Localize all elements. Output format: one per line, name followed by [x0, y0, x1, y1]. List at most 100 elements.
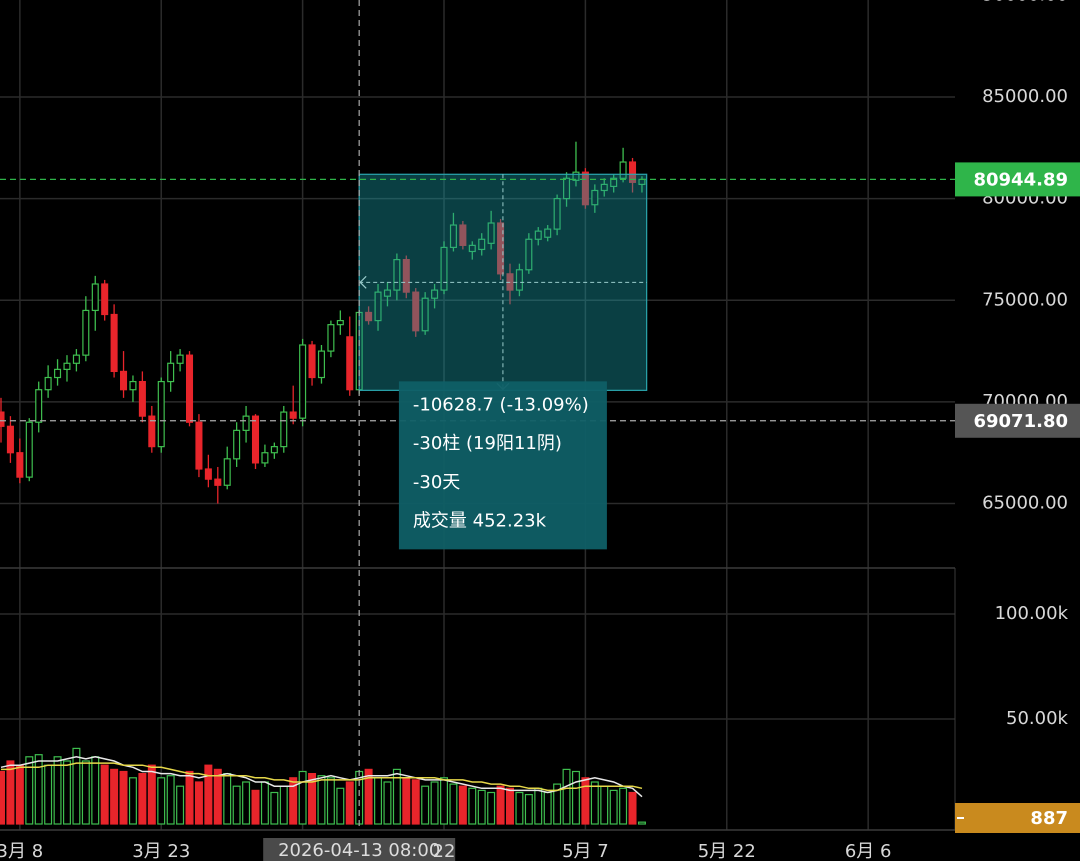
volume-bar [487, 791, 496, 825]
price-badge-label: 69071.80 [973, 411, 1068, 432]
volume-bar [232, 785, 241, 825]
candle-body [468, 244, 476, 253]
volume-bar [298, 770, 307, 825]
volume-bar [62, 760, 71, 825]
volume-tick-label: 100.00k [995, 603, 1069, 624]
volume-ma-line [0, 756, 643, 798]
candle-body [242, 415, 250, 431]
volume-bar [468, 787, 477, 825]
y-tick-label: 65000.00 [982, 493, 1068, 514]
volume-bar [119, 770, 128, 825]
candle-body [63, 362, 71, 370]
volume-bar [72, 747, 81, 825]
x-tick-label: 22 [433, 841, 456, 861]
volume-tick-label: 50.00k [1006, 708, 1069, 729]
price-badge-label: 80944.89 [973, 169, 1068, 190]
candle-body [129, 380, 137, 391]
volume-bar [110, 768, 119, 825]
volume-bar [515, 791, 524, 825]
candle-body [440, 246, 448, 291]
candle-body [251, 415, 260, 464]
candle-body [6, 425, 14, 454]
volume-bar [44, 764, 53, 825]
candle-body [101, 283, 109, 316]
volume-bar [128, 777, 137, 825]
candle-body [610, 177, 618, 188]
volume-bar [581, 777, 590, 825]
candle-body [223, 458, 231, 486]
volume-bar [326, 777, 335, 825]
candle-body [402, 259, 410, 293]
volume-bar [91, 756, 100, 825]
volume-bar [637, 821, 646, 825]
price-badge [955, 162, 1080, 197]
volume-bar [34, 754, 43, 825]
volume-bar [534, 787, 543, 825]
volume-bar [242, 781, 251, 825]
candle-body [515, 269, 523, 291]
candle-body [383, 289, 391, 297]
candle-body [563, 177, 571, 200]
candle-body [176, 354, 184, 364]
candle-body [120, 370, 128, 391]
volume-bar [53, 756, 62, 825]
volume-bar [392, 768, 401, 825]
volume-bar [336, 787, 345, 825]
candle-body [91, 283, 99, 312]
volume-ma-line [1, 762, 643, 792]
candle-body [195, 421, 203, 470]
volume-bar [147, 764, 156, 825]
y-tick-label: 75000.00 [982, 289, 1068, 310]
candle-body [327, 324, 335, 352]
candle-body [525, 238, 533, 271]
measure-tooltip-line: 成交量 452.23k [413, 510, 547, 531]
volume-bar [279, 785, 288, 825]
crosshair-time-label: 2026-04-13 08:00 [278, 840, 440, 861]
candle-body [459, 224, 467, 246]
volume-bar [628, 791, 637, 825]
volume-bar [308, 772, 317, 825]
candle-body [82, 309, 90, 356]
price-badge-label: 887 [1030, 808, 1068, 829]
measure-tooltip-line: -10628.7 (-13.09%) [413, 394, 589, 415]
candle-body [393, 259, 401, 291]
candle-body [25, 421, 33, 478]
crosshair-time-badge [263, 838, 456, 861]
volume-bar [176, 785, 185, 825]
x-tick-label: 3月 23 [132, 841, 190, 861]
volume-bar [364, 768, 373, 825]
volume-bar [100, 764, 109, 825]
measure-tooltip-line: -30天 [413, 472, 460, 493]
price-badge [955, 803, 1080, 833]
y-tick-label: 85000.00 [982, 86, 1068, 107]
measure-tooltip [398, 381, 607, 550]
volume-bar [0, 770, 5, 825]
volume-pane [0, 747, 646, 825]
volume-bar [496, 785, 505, 825]
candle-body [346, 336, 354, 391]
volume-bar [600, 785, 609, 825]
candle-body [185, 354, 194, 423]
volume-bar [402, 777, 411, 825]
volume-bar [609, 789, 618, 825]
candle-body [308, 344, 316, 379]
volume-bar [449, 783, 458, 825]
candle-body [365, 311, 373, 322]
volume-bar [477, 789, 486, 825]
volume-bar [571, 770, 580, 825]
volume-bar [260, 781, 269, 825]
price-badge [955, 403, 1080, 438]
volume-bar [157, 777, 166, 825]
candle-body [619, 161, 627, 179]
candle-body [497, 222, 505, 275]
candle-body [280, 411, 288, 448]
candle-body [167, 362, 175, 383]
volume-bar [505, 787, 514, 825]
candle-body [629, 161, 637, 183]
candle-body [72, 354, 80, 364]
volume-bar [185, 770, 194, 825]
volume-bar [138, 772, 147, 825]
volume-bar [421, 785, 430, 825]
